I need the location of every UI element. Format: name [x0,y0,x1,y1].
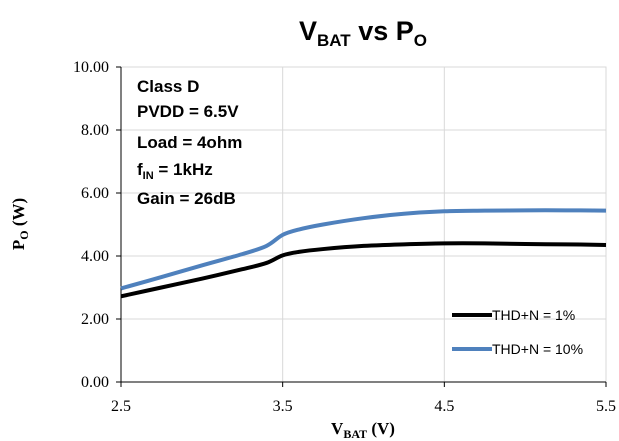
x-tick-label: 4.5 [434,398,454,415]
y-tick-label: 0.00 [81,374,109,391]
xlabel-unit: (V) [367,419,395,438]
annot-f: f [137,160,143,179]
x-tick-label: 3.5 [273,398,293,415]
axes [116,66,607,387]
title-v: V [299,16,317,46]
annot-f-rest: = 1kHz [154,160,213,179]
annotation-line-4: fIN = 1kHz [137,160,213,182]
ylabel-sub: O [17,230,31,239]
legend-label-thd-1: THD+N = 1% [492,307,575,323]
legend: THD+N = 1% THD+N = 10% [452,307,583,357]
y-tick-label: 6.00 [81,185,109,202]
y-tick-label: 8.00 [81,122,109,139]
ylabel-main: P [9,240,28,250]
chart-title: VBAT vs PO [299,16,427,50]
grid [121,66,607,382]
series-lines [120,208,607,299]
y-tick-label: 4.00 [81,248,109,265]
x-axis-label: VBAT (V) [331,419,395,441]
annotation-line-1: Class D [137,77,199,96]
x-tick-label: 5.5 [596,398,616,415]
title-v-sub: BAT [317,31,351,50]
series-line-thd-1 [120,241,607,299]
x-tick-label: 2.5 [111,398,131,415]
tick-labels: 0.00 2.00 4.00 6.00 8.00 10.00 2.5 3.5 4.5 5.5 [73,59,616,415]
y-tick-label: 10.00 [73,59,109,76]
annotation-line-2: PVDD = 6.5V [137,102,239,121]
series-line-thd-10 [120,208,607,291]
title-p-sub: O [414,31,427,50]
legend-label-thd-10: THD+N = 10% [492,341,583,357]
annotation-line-5: Gain = 26dB [137,189,236,208]
xlabel-main: V [331,419,344,438]
xlabel-sub: BAT [343,427,367,441]
annotation: Class D PVDD = 6.5V Load = 4ohm fIN = 1k… [137,77,242,208]
annot-f-sub: IN [143,170,154,182]
y-axis-label: PO (W) [9,198,31,250]
annotation-line-3: Load = 4ohm [137,133,242,152]
ylabel-unit: (W) [9,198,28,231]
y-tick-label: 2.00 [81,311,109,328]
title-vs: vs P [351,16,414,46]
